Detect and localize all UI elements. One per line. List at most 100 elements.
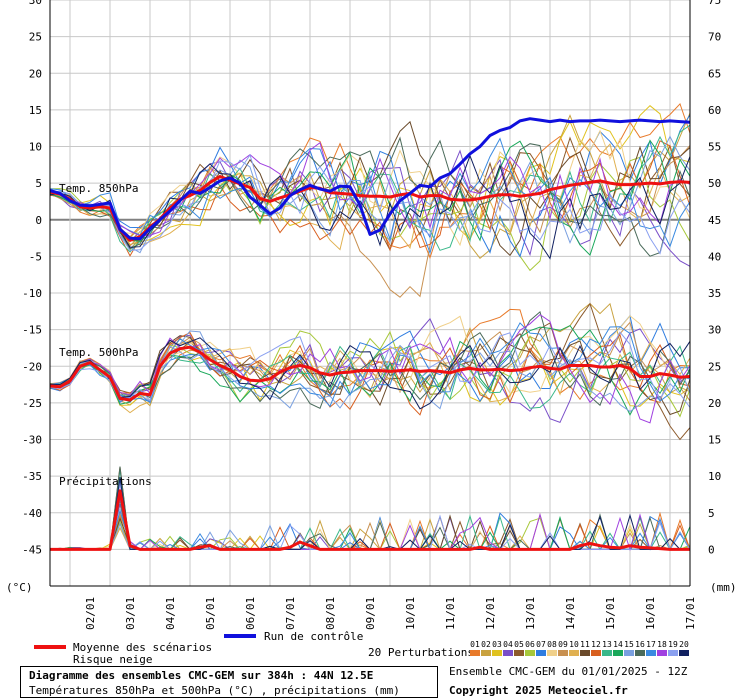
left-tick-label: -25 <box>22 397 42 410</box>
legend-perturbation-number: 13 <box>602 640 612 649</box>
label-precip: Précipitations <box>59 475 152 488</box>
right-tick-label: 30 <box>708 324 721 337</box>
perturbation-precip-line <box>49 499 691 550</box>
legend-perturbation-number: 20 <box>679 640 689 649</box>
perturbation-line <box>49 311 691 409</box>
legend-control-label: Run de contrôle <box>264 630 363 643</box>
perturbation-line <box>49 129 691 247</box>
left-tick-label: -45 <box>22 543 42 556</box>
legend-mean-label: Moyenne des scénarios <box>73 641 212 654</box>
left-tick-label: -20 <box>22 360 42 373</box>
label-t500: Temp. 500hPa <box>59 346 138 359</box>
right-tick-label: 65 <box>708 67 721 80</box>
chart-axes: 302520151050-5-10-15-20-25-30-35-40-4575… <box>6 0 737 630</box>
legend-perturbation-swatch <box>525 650 535 656</box>
perturbation-line <box>49 153 691 255</box>
legend-snow-label: Risque neige <box>73 653 152 666</box>
x-tick-label: 13/01 <box>524 597 537 630</box>
ensemble-mean-line <box>49 345 691 402</box>
legend-perturbation-number: 09 <box>558 640 568 649</box>
perturbation-precip-line <box>50 503 690 551</box>
left-tick-label: 0 <box>35 214 42 227</box>
right-tick-label: 40 <box>708 250 721 263</box>
left-tick-label: 30 <box>29 0 42 7</box>
legend-perturbation-swatch <box>679 650 689 656</box>
right-tick-label: 0 <box>708 543 715 556</box>
perturbation-line <box>49 136 691 252</box>
x-tick-label: 10/01 <box>404 597 417 630</box>
right-tick-label: 45 <box>708 214 721 227</box>
legend-perturbation-number: 11 <box>580 640 590 649</box>
right-tick-label: 25 <box>708 360 721 373</box>
x-tick-label: 17/01 <box>684 597 697 630</box>
legend-perturbation-swatch <box>558 650 568 656</box>
left-tick-label: 5 <box>35 177 42 190</box>
legend-perturbation-number: 17 <box>646 640 656 649</box>
legend-perturbation-number: 16 <box>635 640 645 649</box>
legend-perturbation-number: 14 <box>613 640 623 649</box>
left-tick-label: -5 <box>29 250 42 263</box>
legend-perturbation-number: 12 <box>591 640 601 649</box>
x-tick-label: 05/01 <box>204 597 217 630</box>
control-run-line <box>49 117 691 241</box>
ensemble-mean-line <box>50 489 690 551</box>
legend-perturbation-swatch <box>657 650 667 656</box>
x-tick-label: 03/01 <box>124 597 137 630</box>
x-tick-label: 08/01 <box>324 597 337 630</box>
legend-perturbation-number: 08 <box>547 640 557 649</box>
x-tick-label: 11/01 <box>444 597 457 630</box>
left-tick-label: -40 <box>22 507 42 520</box>
legend-perturbation-number: 15 <box>624 640 634 649</box>
left-tick-label: 20 <box>29 67 42 80</box>
left-tick-label: -35 <box>22 470 42 483</box>
legend-perturbation-swatch <box>481 650 491 656</box>
legend-perturbation-number: 02 <box>481 640 491 649</box>
legend-perturbation-number: 05 <box>514 640 524 649</box>
x-tick-label: 07/01 <box>284 597 297 630</box>
footer-subtitle: Températures 850hPa et 500hPa (°C) , pré… <box>29 684 400 697</box>
legend-perturbation-number: 03 <box>492 640 502 649</box>
legend-perturbation-number: 07 <box>536 640 546 649</box>
right-tick-label: 70 <box>708 31 721 44</box>
legend-perturbation-number: 19 <box>668 640 678 649</box>
legend-perturbation-swatch <box>602 650 612 656</box>
right-tick-label: 5 <box>708 507 715 520</box>
perturbation-precip-line <box>50 504 690 551</box>
legend-perturbation-swatch <box>514 650 524 656</box>
perturbation-line <box>49 124 691 253</box>
right-tick-label: 55 <box>708 141 721 154</box>
right-tick-label: 60 <box>708 104 721 117</box>
right-tick-label: 50 <box>708 177 721 190</box>
x-tick-label: 12/01 <box>484 597 497 630</box>
x-tick-label: 09/01 <box>364 597 377 630</box>
legend-perturbation-swatch <box>503 650 513 656</box>
legend-perturbation-swatch <box>635 650 645 656</box>
perturbation-line <box>49 145 691 298</box>
x-tick-label: 15/01 <box>604 597 617 630</box>
perturbation-line <box>49 313 691 424</box>
perturbation-line <box>49 315 691 401</box>
right-tick-label: 15 <box>708 434 721 447</box>
chart-grid <box>50 0 690 586</box>
legend-perturbation-number: 06 <box>525 640 535 649</box>
legend-perturbation-swatch <box>668 650 678 656</box>
x-tick-label: 02/01 <box>84 597 97 630</box>
legend-perturbations-label: 20 Perturbations <box>368 646 474 659</box>
footer-title: Diagramme des ensembles CMC-GEM sur 384h… <box>29 669 374 682</box>
legend-perturbation-swatch <box>580 650 590 656</box>
x-tick-label: 06/01 <box>244 597 257 630</box>
left-tick-label: 15 <box>29 104 42 117</box>
legend-perturbation-swatch <box>470 650 480 656</box>
right-tick-label: 35 <box>708 287 721 300</box>
perturbation-line <box>49 337 691 410</box>
left-tick-label: 10 <box>29 141 42 154</box>
footer-title-box: Diagramme des ensembles CMC-GEM sur 384h… <box>20 666 438 698</box>
perturbation-line <box>49 141 691 237</box>
legend-perturbation-swatch <box>536 650 546 656</box>
legend-perturbation-number: 04 <box>503 640 513 649</box>
left-tick-label: -30 <box>22 434 42 447</box>
left-tick-label: -15 <box>22 324 42 337</box>
x-tick-label: 14/01 <box>564 597 577 630</box>
